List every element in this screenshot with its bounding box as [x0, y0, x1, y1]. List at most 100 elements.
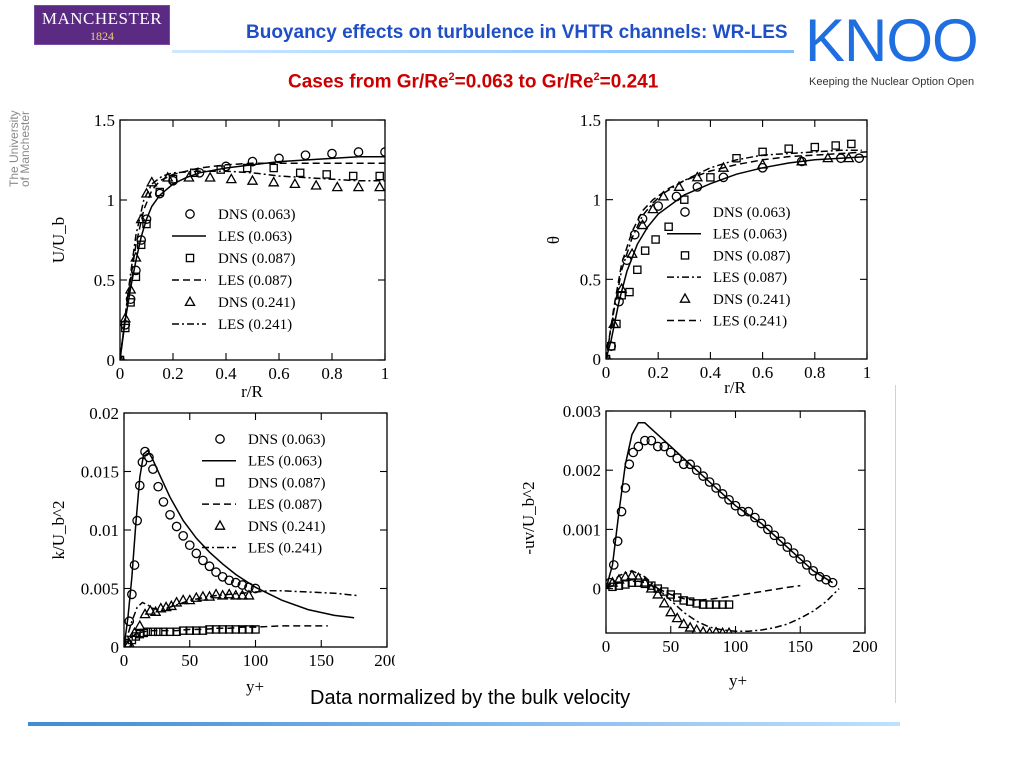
series-les-0-087-line — [606, 578, 801, 602]
series-dns-0-063-point — [191, 548, 202, 559]
series-dns-0-241-point — [120, 353, 124, 360]
series-dns-0-063-point — [628, 447, 639, 458]
university-side-text: The University of Manchester — [7, 37, 33, 187]
y-tick-label: 0.01 — [89, 521, 119, 540]
legend-label: DNS (0.087) — [248, 475, 326, 491]
legend-marker-sample — [185, 253, 195, 263]
header-divider — [172, 50, 794, 53]
series-dns-0-063-point — [184, 540, 195, 551]
series-dns-0-063-point — [153, 481, 164, 492]
x-tick-label: 0.8 — [804, 363, 825, 382]
series-les-0-063-line — [120, 156, 385, 360]
x-axis-label: y+ — [729, 671, 747, 690]
series-dns-0-087-point — [685, 597, 695, 606]
series-dns-0-241-point — [204, 171, 216, 182]
legend-label: DNS (0.063) — [713, 205, 791, 221]
x-tick-label: 150 — [309, 651, 335, 670]
series-les-0-063-line — [124, 449, 355, 647]
y-tick-label: 0 — [593, 580, 602, 599]
plot-area — [606, 422, 840, 633]
knoo-logo-word: KNOO — [805, 7, 979, 74]
series-dns-0-241-point — [606, 352, 610, 359]
series-dns-0-087-point — [711, 600, 721, 609]
legend-label: DNS (0.241) — [218, 295, 296, 311]
legend-marker-sample — [185, 209, 195, 219]
series-dns-0-241-point — [161, 171, 174, 182]
series-dns-0-087-point — [269, 163, 278, 173]
series-dns-0-063-point — [795, 554, 806, 564]
series-dns-0-241-point — [665, 606, 677, 617]
figure-border — [895, 385, 896, 703]
series-dns-0-241-point — [190, 591, 203, 602]
series-dns-0-063-point — [616, 506, 627, 517]
series-dns-0-087-point — [131, 272, 141, 282]
velocity-profile-chart: 0 0.2 0.4 0.6 0.8 1 0 0.5 1 1.5 r/R U/U_b DNS (0.063… — [50, 111, 389, 401]
x-tick-label: 0.4 — [700, 363, 722, 382]
x-tick-label: 0.6 — [752, 363, 773, 382]
legend-marker-sample — [214, 519, 226, 530]
legend-marker-sample — [680, 207, 690, 217]
series-les-0-087-line — [606, 149, 862, 359]
series-dns-0-241-point — [225, 173, 238, 184]
legend-marker-sample — [679, 292, 691, 303]
legend-label: DNS (0.087) — [713, 248, 791, 264]
series-dns-0-241-point — [719, 626, 726, 633]
y-tick-label: 1 — [107, 191, 116, 210]
series-dns-0-063-point — [158, 497, 169, 507]
y-tick-label: 1 — [593, 191, 602, 210]
x-tick-label: 0 — [120, 651, 129, 670]
series-dns-0-241-point — [843, 152, 855, 163]
x-axis-label: r/R — [724, 378, 746, 397]
series-dns-0-241-point — [706, 626, 714, 633]
series-dns-0-063-point — [854, 153, 865, 164]
series-dns-0-241-point — [691, 171, 704, 182]
series-dns-0-087-point — [732, 153, 741, 163]
series-dns-0-087-point — [322, 170, 331, 179]
series-dns-0-087-point — [155, 187, 165, 197]
knoo-tagline: Keeping the Nuclear Option Open — [809, 76, 975, 88]
series-dns-0-063-point — [274, 153, 284, 164]
series-dns-0-087-point — [121, 323, 130, 333]
slide-title: Buoyancy effects on turbulence in VHTR c… — [246, 22, 788, 43]
series-dns-0-087-point — [724, 600, 734, 609]
series-dns-0-241-point — [712, 626, 720, 633]
series-dns-0-241-point — [210, 588, 222, 599]
side-text-line-2: of Manchester — [18, 110, 32, 187]
series-dns-0-063-point — [801, 560, 812, 570]
series-dns-0-241-point — [756, 158, 769, 169]
x-tick-label: 200 — [374, 651, 395, 670]
y-tick-label: 0 — [107, 351, 116, 370]
subtitle-part-2: =0.063 to Gr/Re — [454, 71, 594, 93]
legend-label: DNS (0.241) — [713, 292, 791, 308]
legend-marker-sample — [184, 295, 196, 307]
plot-area — [120, 147, 385, 360]
y-axis-label: U/U_b — [50, 217, 68, 263]
series-dns-0-063-point — [165, 509, 175, 520]
series-dns-0-087-point — [640, 246, 650, 255]
series-dns-0-087-point — [680, 195, 689, 204]
series-dns-0-063-point — [608, 560, 619, 570]
y-tick-label: 0.005 — [81, 580, 119, 599]
series-les-0-087-line — [124, 625, 328, 647]
series-dns-0-063-point — [730, 500, 741, 511]
series-les-0-241-line — [120, 170, 385, 360]
series-dns-0-087-point — [148, 627, 158, 637]
series-dns-0-087-point — [831, 141, 840, 150]
series-dns-0-087-point — [698, 600, 708, 609]
series-dns-0-063-point — [127, 589, 137, 600]
y-tick-label: 0 — [111, 638, 120, 657]
y-tick-label: 1.5 — [580, 111, 601, 130]
x-tick-label: 0 — [602, 363, 611, 382]
y-tick-label: 0.5 — [580, 270, 601, 289]
series-dns-0-241-point — [626, 569, 638, 580]
legend-label: LES (0.241) — [248, 541, 322, 557]
y-tick-label: 0.003 — [563, 402, 601, 421]
y-tick-label: 0.002 — [563, 461, 601, 480]
x-tick-label: 150 — [788, 637, 814, 656]
series-dns-0-241-point — [230, 589, 242, 600]
series-dns-0-241-point — [691, 623, 702, 633]
series-dns-0-063-point — [763, 524, 773, 535]
series-dns-0-241-point — [619, 570, 632, 581]
series-dns-0-241-point — [673, 180, 685, 191]
series-dns-0-241-point — [140, 187, 153, 198]
